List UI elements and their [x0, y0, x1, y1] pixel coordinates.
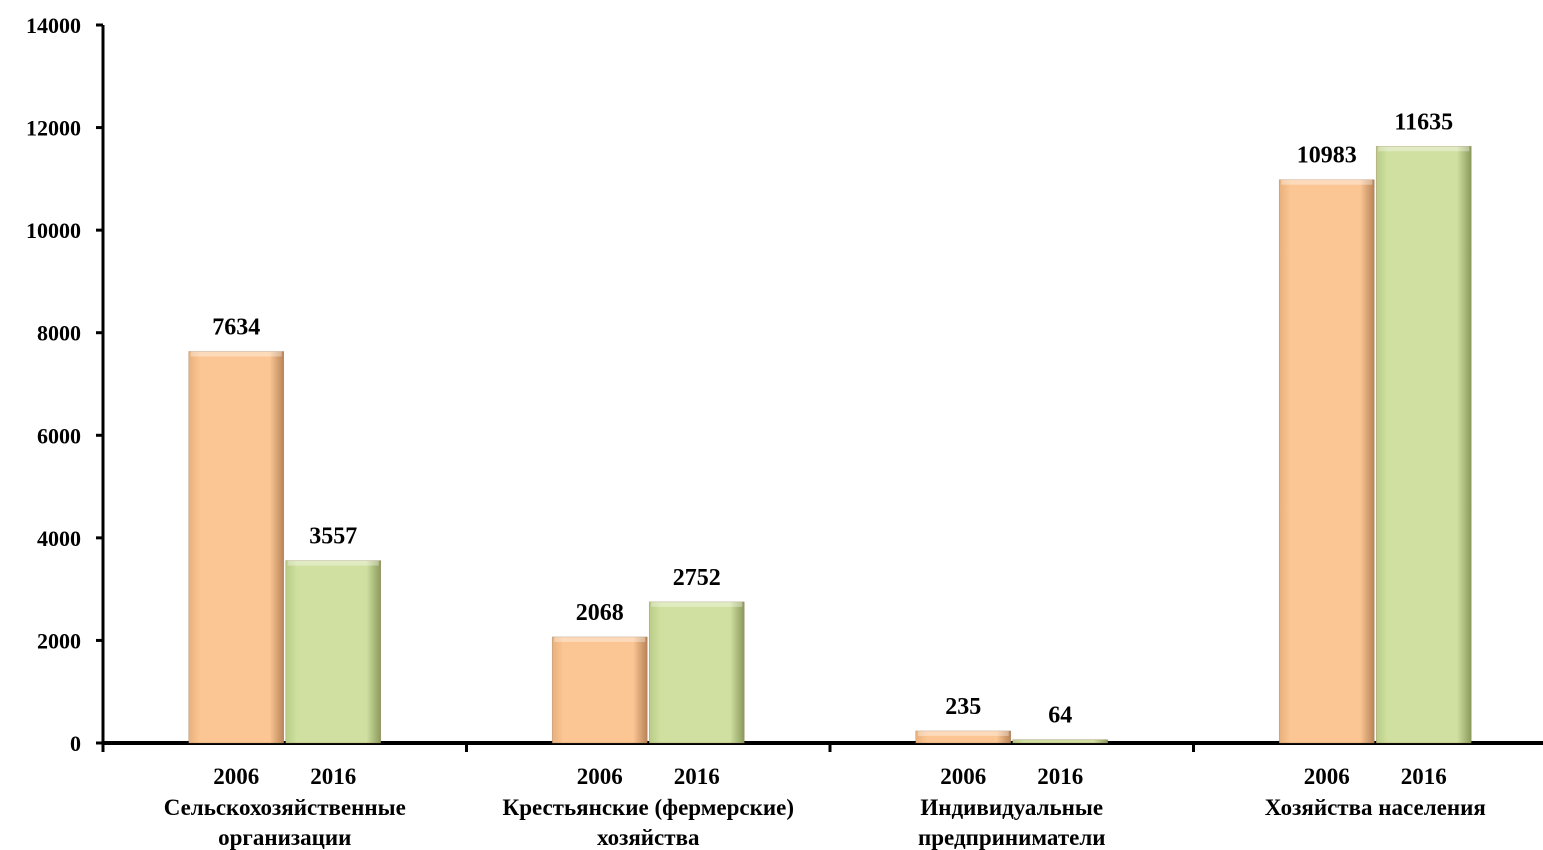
y-tick-label: 8000 — [37, 321, 81, 346]
x-series-label: 2006 — [213, 764, 259, 789]
y-tick-label: 14000 — [26, 13, 81, 38]
x-category-label: Хозяйства населения — [1265, 795, 1486, 820]
bar — [1012, 739, 1109, 744]
x-series-label: 2006 — [1304, 764, 1350, 789]
x-category-label: Крестьянские (фермерские) — [503, 795, 794, 820]
bar — [648, 601, 745, 744]
bar — [551, 636, 648, 744]
x-series-label: 2016 — [310, 764, 356, 789]
x-series-label: 2016 — [1037, 764, 1083, 789]
y-tick-label: 2000 — [37, 628, 81, 653]
x-category-label: предприниматели — [918, 825, 1105, 850]
bar — [1375, 145, 1472, 744]
y-tick-label: 0 — [70, 731, 81, 756]
data-label: 64 — [1048, 703, 1072, 729]
bar — [188, 351, 285, 744]
bar-bevel — [1281, 179, 1373, 185]
bar-bevel — [651, 601, 743, 607]
x-series-label: 2016 — [674, 764, 720, 789]
data-label: 235 — [945, 694, 981, 720]
bar-bevel — [190, 351, 282, 357]
x-series-label: 2006 — [577, 764, 623, 789]
data-label: 10983 — [1297, 143, 1357, 169]
bar-bevel — [554, 636, 646, 642]
chart-bars — [188, 145, 1472, 744]
x-series-label: 2006 — [940, 764, 986, 789]
data-label: 7634 — [212, 314, 260, 340]
y-tick-label: 10000 — [26, 218, 81, 243]
y-tick-label: 6000 — [37, 423, 81, 448]
data-label: 11635 — [1394, 109, 1453, 135]
bar-bevel — [917, 730, 1009, 736]
y-tick-label: 4000 — [37, 526, 81, 551]
y-tick-label: 12000 — [26, 116, 81, 141]
bar-bevel — [1378, 146, 1470, 152]
x-series-label: 2016 — [1401, 764, 1447, 789]
bar — [1278, 179, 1375, 744]
data-label: 2068 — [576, 600, 624, 626]
data-label: 3557 — [309, 524, 357, 550]
bar-bevel — [287, 560, 379, 566]
bar — [285, 560, 382, 744]
chart-labels: 0 2000 4000 6000 8000 10000 12000 14000 7634 2006… — [26, 13, 1486, 850]
x-category-label: хозяйства — [597, 825, 700, 850]
x-category-label: организации — [218, 825, 351, 850]
x-category-label: Индивидуальные — [920, 795, 1103, 820]
data-label: 2752 — [673, 565, 721, 591]
x-category-label: Сельскохозяйственные — [164, 795, 406, 820]
bar — [915, 730, 1012, 744]
